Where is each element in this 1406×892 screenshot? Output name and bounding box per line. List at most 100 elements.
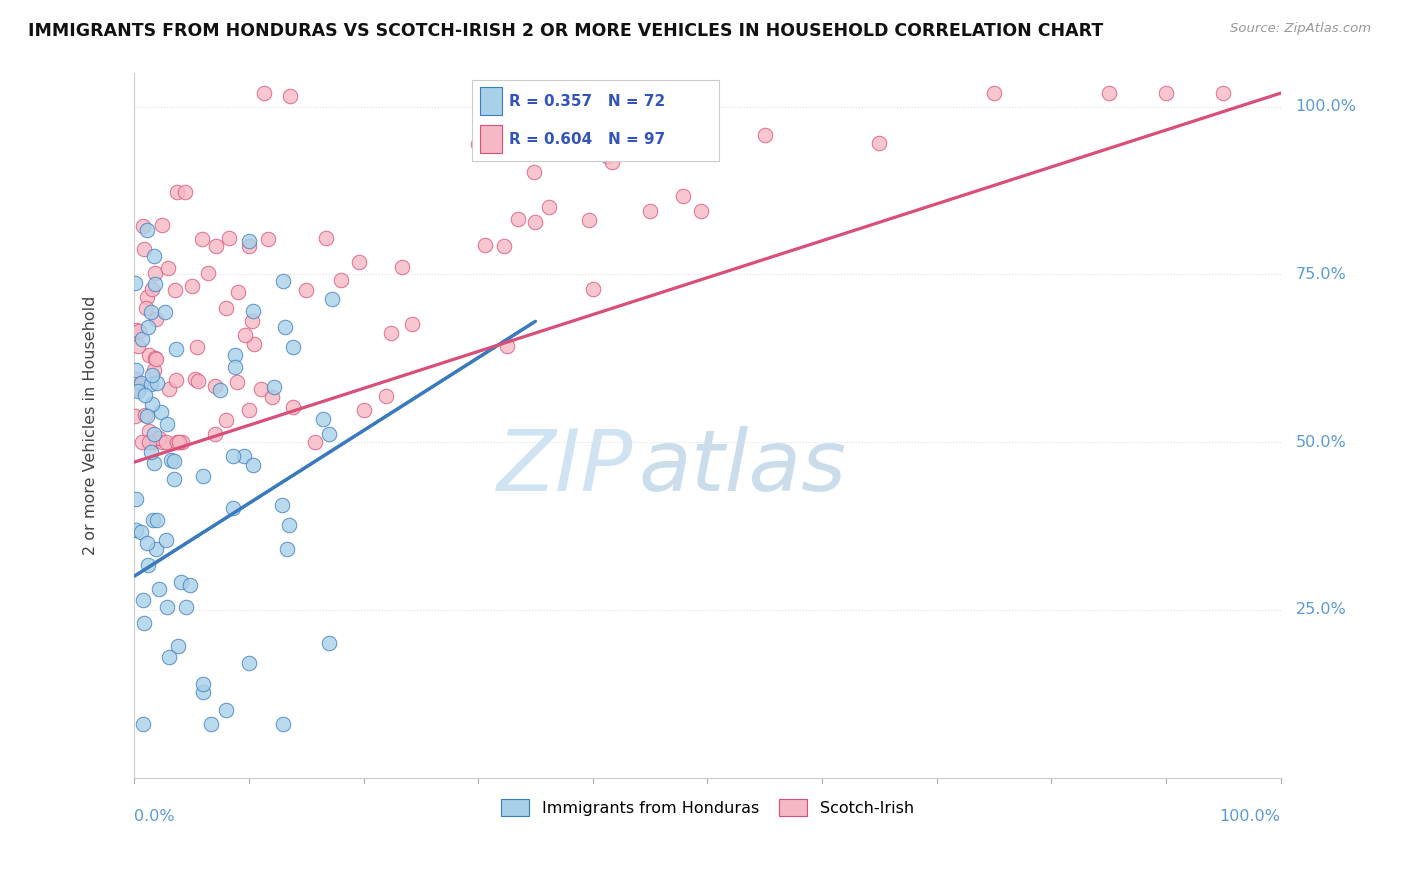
Point [165, 343, 187, 357]
Point [125, 363, 148, 377]
Point [508, 211, 530, 226]
Point [209, 384, 232, 398]
Point [226, 375, 249, 389]
Point [523, 165, 546, 179]
Text: ZIP: ZIP [496, 426, 633, 509]
Point [145, 352, 167, 367]
Point [238, 403, 260, 417]
Point [166, 185, 188, 199]
Point [167, 435, 190, 450]
Point [1098, 86, 1121, 100]
Point [257, 232, 280, 246]
Point [136, 223, 159, 237]
Point [179, 577, 201, 591]
Point [143, 351, 166, 365]
Point [125, 523, 148, 537]
Point [690, 203, 713, 218]
Point [596, 123, 619, 137]
Text: 100.0%: 100.0% [1219, 809, 1281, 824]
Point [271, 274, 294, 288]
Point [170, 575, 193, 590]
Point [565, 86, 588, 100]
Point [304, 435, 326, 450]
Point [315, 231, 337, 245]
Point [135, 301, 157, 316]
Point [191, 231, 214, 245]
Point [142, 435, 165, 450]
Point [135, 290, 157, 304]
Point [537, 200, 560, 214]
Point [138, 435, 160, 450]
Point [595, 148, 617, 162]
Point [157, 649, 180, 664]
Point [375, 389, 398, 403]
Point [143, 456, 166, 470]
Text: 75.0%: 75.0% [1295, 267, 1347, 282]
Point [1212, 86, 1234, 100]
Point [146, 376, 169, 390]
Point [263, 380, 285, 394]
Point [146, 513, 169, 527]
Point [242, 304, 264, 318]
Point [156, 417, 179, 432]
Point [142, 513, 165, 527]
Point [222, 500, 245, 515]
Point [238, 234, 260, 248]
Point [142, 426, 165, 441]
Text: 2 or more Vehicles in Household: 2 or more Vehicles in Household [83, 295, 98, 555]
Point [141, 376, 163, 391]
Point [274, 319, 297, 334]
Point [141, 282, 163, 296]
Point [153, 305, 176, 319]
Point [222, 449, 245, 463]
Point [347, 255, 370, 269]
Point [204, 427, 226, 442]
Point [271, 717, 294, 731]
Point [157, 382, 180, 396]
Point [145, 277, 167, 291]
Point [172, 434, 194, 449]
Point [582, 282, 605, 296]
Point [138, 424, 160, 438]
Point [672, 189, 695, 203]
Point [224, 348, 246, 362]
Legend: Immigrants from Honduras, Scotch-Irish: Immigrants from Honduras, Scotch-Irish [495, 793, 921, 822]
Point [156, 600, 179, 615]
Point [238, 238, 260, 252]
Point [204, 379, 226, 393]
Point [233, 327, 256, 342]
Point [138, 348, 160, 362]
Point [155, 435, 177, 450]
Point [215, 413, 238, 427]
Point [492, 239, 515, 253]
Point [145, 312, 167, 326]
Point [174, 186, 197, 200]
Point [353, 403, 375, 417]
Point [132, 242, 155, 256]
Point [134, 387, 156, 401]
Text: 0.0%: 0.0% [134, 809, 174, 824]
Point [141, 397, 163, 411]
Point [160, 453, 183, 467]
Point [295, 283, 318, 297]
Point [150, 218, 173, 232]
Point [150, 435, 173, 450]
Point [124, 323, 146, 337]
Point [578, 213, 600, 227]
Point [232, 449, 254, 463]
Point [141, 444, 163, 458]
Point [129, 377, 152, 392]
Point [128, 325, 150, 339]
Point [197, 266, 219, 280]
Point [391, 260, 413, 275]
Point [187, 374, 209, 388]
Point [134, 408, 156, 422]
Point [148, 582, 170, 596]
Point [132, 616, 155, 631]
Point [124, 409, 146, 423]
Point [163, 454, 186, 468]
Point [240, 313, 263, 327]
Text: 25.0%: 25.0% [1295, 602, 1347, 617]
Point [380, 326, 402, 340]
Point [163, 472, 186, 486]
